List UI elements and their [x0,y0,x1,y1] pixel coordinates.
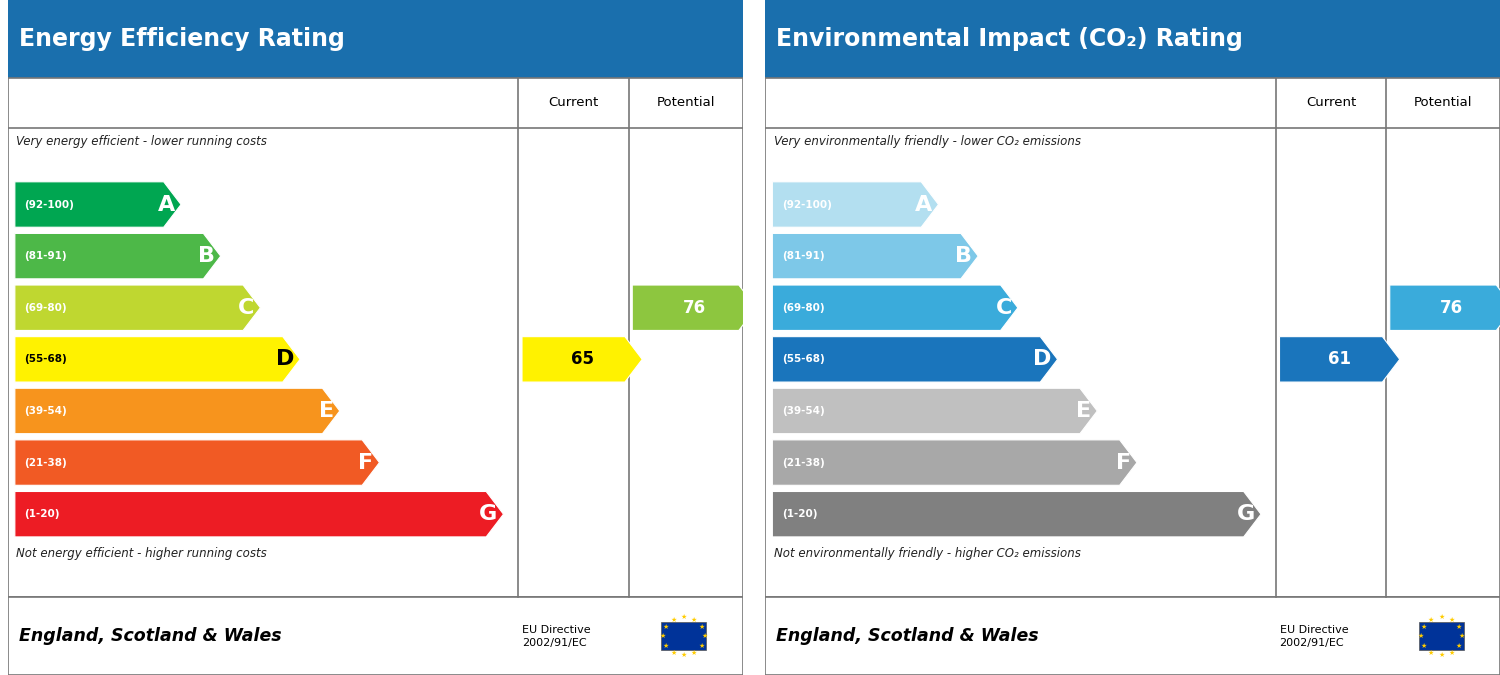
Text: Not environmentally friendly - higher CO₂ emissions: Not environmentally friendly - higher CO… [774,547,1080,560]
Text: ★: ★ [1438,614,1444,620]
Text: (81-91): (81-91) [782,251,825,261]
Text: ★: ★ [1428,617,1434,623]
FancyBboxPatch shape [8,0,742,78]
Polygon shape [15,234,220,279]
Text: D: D [1034,350,1052,369]
Text: 65: 65 [570,350,594,369]
Text: C: C [238,298,255,318]
Text: G: G [1238,504,1256,524]
Polygon shape [1389,285,1500,331]
Polygon shape [772,234,978,279]
Text: EU Directive
2002/91/EC: EU Directive 2002/91/EC [1280,624,1348,648]
Text: 76: 76 [682,299,706,317]
Text: ★: ★ [1456,624,1462,630]
Text: Very environmentally friendly - lower CO₂ emissions: Very environmentally friendly - lower CO… [774,135,1082,148]
Polygon shape [772,337,1058,382]
FancyBboxPatch shape [765,0,1500,78]
Polygon shape [772,182,939,227]
Text: (55-68): (55-68) [782,354,825,364]
Text: (81-91): (81-91) [24,251,68,261]
Text: Current: Current [1306,97,1356,109]
Polygon shape [522,337,642,382]
Text: ★: ★ [692,649,698,655]
Text: Current: Current [549,97,598,109]
FancyBboxPatch shape [765,78,1500,597]
FancyBboxPatch shape [8,78,742,597]
Text: ★: ★ [660,633,666,639]
Polygon shape [772,440,1137,485]
Text: (21-38): (21-38) [782,458,825,468]
Text: ★: ★ [1420,624,1426,630]
Text: ★: ★ [1428,649,1434,655]
Text: (55-68): (55-68) [24,354,68,364]
Text: B: B [956,246,972,266]
Text: ★: ★ [1418,633,1424,639]
Text: EU Directive
2002/91/EC: EU Directive 2002/91/EC [522,624,591,648]
Text: Very energy efficient - lower running costs: Very energy efficient - lower running co… [16,135,267,148]
Text: ★: ★ [1449,649,1455,655]
Polygon shape [15,388,340,433]
Text: England, Scotland & Wales: England, Scotland & Wales [776,627,1038,645]
Text: (1-20): (1-20) [24,509,60,519]
Text: ★: ★ [663,624,669,630]
Text: Potential: Potential [1414,97,1473,109]
Text: (69-80): (69-80) [24,303,68,313]
Text: (39-54): (39-54) [24,406,68,416]
Text: D: D [276,350,294,369]
Text: A: A [915,194,933,215]
Polygon shape [15,182,182,227]
FancyBboxPatch shape [1419,622,1464,651]
Text: Energy Efficiency Rating: Energy Efficiency Rating [18,27,345,51]
Text: ★: ★ [670,649,676,655]
Text: England, Scotland & Wales: England, Scotland & Wales [18,627,280,645]
Text: ★: ★ [1449,617,1455,623]
Text: ★: ★ [699,643,705,649]
Text: ★: ★ [1438,652,1444,658]
Text: Environmental Impact (CO₂) Rating: Environmental Impact (CO₂) Rating [776,27,1244,51]
Polygon shape [772,491,1262,537]
Text: E: E [1077,401,1092,421]
Text: B: B [198,246,214,266]
Text: (92-100): (92-100) [24,200,75,209]
Text: Not energy efficient - higher running costs: Not energy efficient - higher running co… [16,547,267,560]
Text: (21-38): (21-38) [24,458,68,468]
FancyBboxPatch shape [765,597,1500,675]
Text: ★: ★ [1458,633,1466,639]
Polygon shape [15,337,300,382]
Polygon shape [15,440,380,485]
Polygon shape [772,285,1018,331]
Text: Potential: Potential [657,97,716,109]
Text: (1-20): (1-20) [782,509,818,519]
Text: ★: ★ [1456,643,1462,649]
Polygon shape [1280,337,1400,382]
Polygon shape [15,491,504,537]
Text: ★: ★ [692,617,698,623]
Text: E: E [320,401,334,421]
Text: ★: ★ [681,652,687,658]
Text: ★: ★ [681,614,687,620]
Text: (69-80): (69-80) [782,303,825,313]
Text: 61: 61 [1328,350,1352,369]
Text: 76: 76 [1440,299,1464,317]
FancyBboxPatch shape [8,597,742,675]
Polygon shape [772,388,1098,433]
Text: ★: ★ [699,624,705,630]
Text: ★: ★ [670,617,676,623]
Text: ★: ★ [663,643,669,649]
Text: (39-54): (39-54) [782,406,825,416]
Text: F: F [1116,452,1131,472]
Text: (92-100): (92-100) [782,200,832,209]
FancyBboxPatch shape [662,622,706,651]
Text: ★: ★ [1420,643,1426,649]
Text: F: F [358,452,374,472]
Text: A: A [158,194,176,215]
Text: ★: ★ [700,633,708,639]
Text: C: C [996,298,1012,318]
Polygon shape [633,285,756,331]
Text: G: G [480,504,498,524]
Polygon shape [15,285,261,331]
